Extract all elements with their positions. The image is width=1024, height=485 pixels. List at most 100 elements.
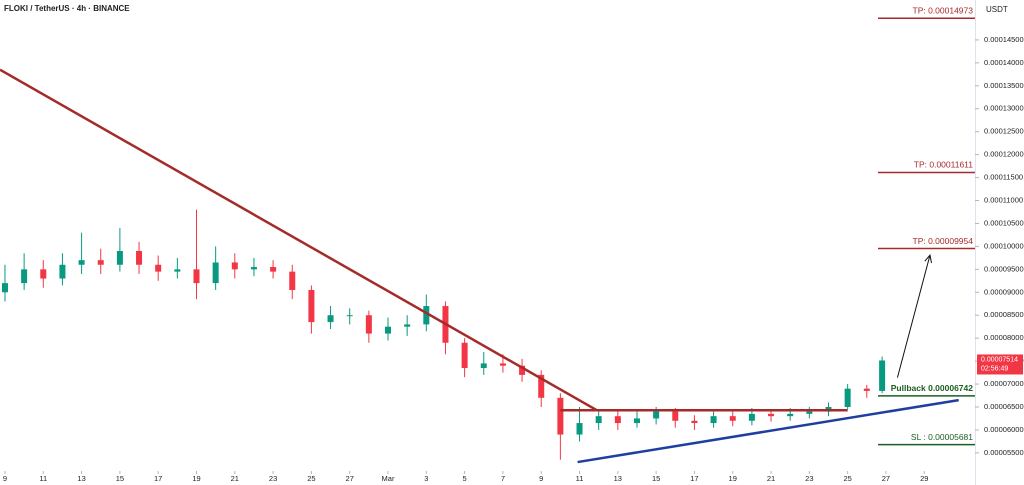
candle-body bbox=[557, 397, 564, 435]
arrow-line bbox=[896, 254, 931, 378]
x-tick-label: 27 bbox=[346, 474, 354, 483]
candle-body bbox=[519, 365, 526, 375]
x-tick-label: 9 bbox=[539, 474, 543, 483]
y-tick-label: 0.00008500 bbox=[984, 310, 1024, 319]
candle-body bbox=[672, 411, 679, 421]
chart-title: FLOKI / TetherUS · 4h · BINANCE bbox=[4, 4, 130, 13]
y-tick-label: 0.00012500 bbox=[984, 127, 1024, 136]
x-tick-label: 19 bbox=[192, 474, 200, 483]
y-tick-label: 0.00007000 bbox=[984, 379, 1024, 388]
candle-body bbox=[346, 315, 353, 317]
y-tick-label: 0.00010500 bbox=[984, 218, 1024, 227]
candle-body bbox=[21, 269, 28, 284]
candle-body bbox=[289, 271, 296, 290]
candle-body bbox=[116, 250, 123, 265]
candle-body bbox=[614, 416, 621, 424]
candle-body bbox=[327, 315, 334, 323]
candle-body bbox=[480, 363, 487, 368]
x-tick-label: 9 bbox=[3, 474, 7, 483]
trend-line bbox=[577, 398, 959, 464]
y-tick-label: 0.00008000 bbox=[984, 333, 1024, 342]
x-tick-label: 15 bbox=[652, 474, 660, 483]
candle-body bbox=[40, 269, 47, 279]
trend-line bbox=[0, 68, 598, 412]
level-label: SL : 0.00005681 bbox=[911, 432, 973, 442]
x-tick-label: 17 bbox=[690, 474, 698, 483]
price-tag bbox=[977, 354, 1023, 375]
countdown-label: 02:56:49 bbox=[981, 365, 1008, 372]
x-tick-label: 13 bbox=[614, 474, 622, 483]
x-tick-label: 7 bbox=[501, 474, 505, 483]
candle-body bbox=[270, 267, 277, 272]
y-tick-label: 0.00012000 bbox=[984, 150, 1024, 159]
candle-body bbox=[844, 388, 851, 407]
candle-body bbox=[633, 418, 640, 424]
y-tick-label: 0.00006500 bbox=[984, 402, 1024, 411]
candle-body bbox=[404, 324, 411, 327]
candle-body bbox=[499, 363, 506, 366]
x-tick-label: 27 bbox=[882, 474, 890, 483]
x-tick-label: 11 bbox=[576, 474, 584, 483]
candle-body bbox=[136, 250, 143, 265]
axis-unit: USDT bbox=[986, 5, 1008, 14]
candle-body bbox=[538, 374, 545, 398]
x-tick-label: 23 bbox=[805, 474, 813, 483]
x-tick-label: 21 bbox=[767, 474, 775, 483]
candle-body bbox=[385, 326, 392, 334]
y-tick-label: 0.00005500 bbox=[984, 448, 1024, 457]
y-tick-label: 0.00010000 bbox=[984, 241, 1024, 250]
x-tick-label: 25 bbox=[307, 474, 315, 483]
candle-body bbox=[97, 260, 104, 265]
x-tick-label: 25 bbox=[843, 474, 851, 483]
candle-body bbox=[155, 264, 162, 272]
candle-body bbox=[787, 413, 794, 417]
candle-body bbox=[729, 416, 736, 421]
y-tick-label: 0.00009000 bbox=[984, 287, 1024, 296]
level-label: TP: 0.00009954 bbox=[913, 236, 974, 246]
candle-body bbox=[768, 413, 775, 417]
candle-body bbox=[806, 411, 813, 414]
candle-body bbox=[748, 413, 755, 421]
y-tick-label: 0.00011500 bbox=[984, 173, 1023, 182]
x-tick-label: 21 bbox=[231, 474, 239, 483]
y-tick-label: 0.00009500 bbox=[984, 264, 1024, 273]
x-tick-label: Mar bbox=[382, 474, 395, 483]
candle-body bbox=[423, 306, 430, 325]
x-tick-label: 23 bbox=[269, 474, 277, 483]
x-tick-label: 13 bbox=[77, 474, 85, 483]
candle-body bbox=[174, 269, 181, 272]
y-tick-label: 0.00013000 bbox=[984, 104, 1024, 113]
x-tick-label: 11 bbox=[39, 474, 47, 483]
level-label: TP: 0.00011611 bbox=[914, 160, 974, 170]
candle-body bbox=[308, 289, 315, 323]
candle-body bbox=[595, 416, 602, 424]
candle-body bbox=[231, 262, 238, 270]
price-tag-label: 0.00007514 bbox=[981, 356, 1018, 363]
candle-body bbox=[576, 423, 583, 435]
x-tick-label: 17 bbox=[154, 474, 162, 483]
x-tick-label: 15 bbox=[116, 474, 124, 483]
candle-body bbox=[59, 264, 66, 279]
candle-body bbox=[193, 269, 200, 284]
candle-body bbox=[1, 283, 8, 293]
candle-body bbox=[250, 267, 257, 270]
candle-body bbox=[78, 260, 85, 265]
x-tick-label: 29 bbox=[920, 474, 928, 483]
level-label: TP: 0.00014973 bbox=[913, 5, 974, 15]
y-tick-label: 0.00013500 bbox=[984, 81, 1024, 90]
y-tick-label: 0.00014000 bbox=[984, 58, 1024, 67]
candle-body bbox=[710, 416, 717, 424]
candle-body bbox=[653, 411, 660, 419]
x-tick-label: 5 bbox=[463, 474, 467, 483]
candle-body bbox=[461, 342, 468, 368]
candle-body bbox=[879, 360, 886, 391]
y-tick-label: 0.00006000 bbox=[984, 425, 1024, 434]
y-tick-label: 0.00014500 bbox=[984, 35, 1024, 44]
x-tick-label: 19 bbox=[729, 474, 737, 483]
candle-body bbox=[691, 420, 698, 424]
x-tick-label: 3 bbox=[424, 474, 428, 483]
y-tick-label: 0.00011000 bbox=[984, 195, 1023, 204]
arrow-head bbox=[924, 254, 932, 264]
